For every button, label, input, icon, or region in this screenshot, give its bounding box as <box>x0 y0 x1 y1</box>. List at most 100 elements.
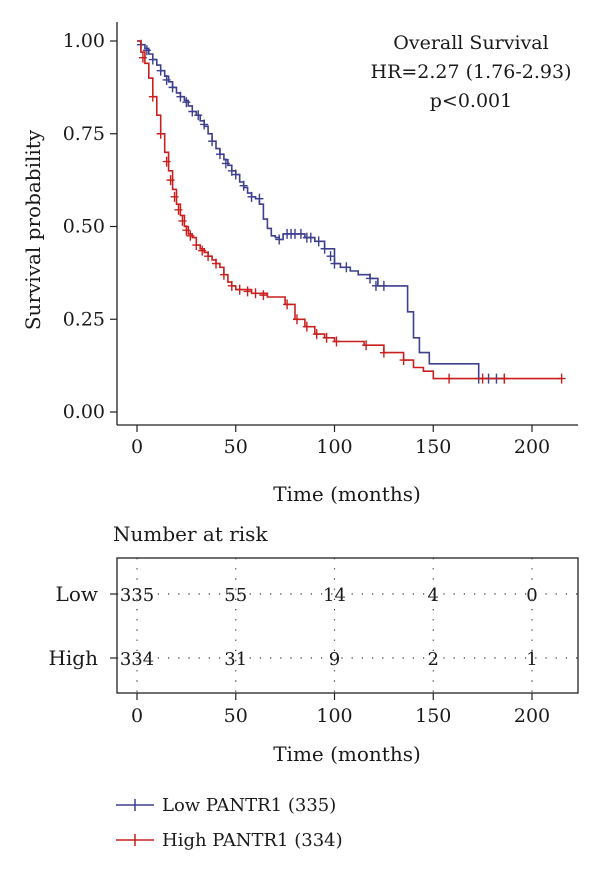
y-axis-title: Survival probability <box>21 129 45 330</box>
censor-mark-low <box>320 243 329 254</box>
censor-mark-high <box>557 373 566 384</box>
censor-mark-low <box>366 273 375 284</box>
x-tick-label: 0 <box>131 436 143 458</box>
censor-mark-high <box>235 284 244 295</box>
censor-mark-low <box>296 228 305 239</box>
x-axis-title: Time (months) <box>273 482 421 506</box>
y-tick-label: 0.75 <box>63 123 105 145</box>
censor-mark-high <box>138 52 147 63</box>
censor-mark-low <box>275 234 284 245</box>
legend-label: Low PANTR1 (335) <box>162 795 336 816</box>
censor-mark-high <box>379 347 388 358</box>
censor-mark-low <box>326 251 335 262</box>
censor-mark-high <box>156 128 165 139</box>
censor-mark-low <box>168 82 177 93</box>
risk-value-high: 334 <box>120 649 154 670</box>
legend-entry-low: Low PANTR1 (335) <box>116 795 336 816</box>
chart-legend: Low PANTR1 (335) High PANTR1 (334) <box>116 795 343 851</box>
y-tick-label: 0.00 <box>63 401 105 423</box>
censor-mark-high <box>362 340 371 351</box>
x-tick-label: 150 <box>415 436 451 458</box>
risk-table-grid <box>117 558 578 693</box>
x-tick-label: 50 <box>224 436 248 458</box>
censor-mark-low <box>194 110 203 121</box>
censor-mark-low <box>306 232 315 243</box>
censor-mark-low <box>239 180 248 191</box>
risk-row-label-low: Low <box>56 582 98 606</box>
censor-mark-high <box>166 175 175 186</box>
risk-table-frame <box>116 557 579 694</box>
risk-table-x-ticks: 0 50 100 150 200 <box>131 693 550 727</box>
risk-value-low: 55 <box>224 585 247 606</box>
censor-mark-low <box>148 54 157 65</box>
censor-mark-high <box>178 215 187 226</box>
censor-mark-low <box>208 136 217 147</box>
y-tick-label: 0.50 <box>63 216 105 238</box>
risk-x-tick-label: 0 <box>131 705 143 727</box>
censor-mark-low <box>176 91 185 102</box>
risk-value-low: 335 <box>120 585 154 606</box>
censor-mark-low <box>330 258 339 269</box>
censor-mark-high <box>243 286 252 297</box>
censor-mark-high <box>399 355 408 366</box>
risk-value-high: 1 <box>526 649 537 670</box>
risk-row-label-high: High <box>48 646 98 670</box>
legend-label: High PANTR1 (334) <box>162 830 343 851</box>
censor-mark-low <box>162 74 171 85</box>
censor-mark-low <box>314 236 323 247</box>
risk-x-tick-label: 200 <box>514 705 550 727</box>
annotation-title: Overall Survival <box>393 32 548 54</box>
censor-mark-high <box>192 240 201 251</box>
censor-mark-high <box>227 280 236 291</box>
censor-mark-low <box>200 119 209 130</box>
censor-mark-high <box>204 251 213 262</box>
risk-table-title: Number at risk <box>113 522 268 546</box>
risk-value-high: 31 <box>224 649 247 670</box>
censor-mark-low <box>188 106 197 117</box>
risk-x-tick-label: 150 <box>415 705 451 727</box>
censor-mark-low <box>379 280 388 291</box>
censor-mark-low <box>142 45 151 56</box>
x-tick-label: 200 <box>514 436 550 458</box>
censor-mark-low <box>247 191 256 202</box>
censor-mark-high <box>162 156 171 167</box>
censor-mark-high <box>292 314 301 325</box>
censor-mark-low <box>231 169 240 180</box>
censor-mark-low <box>342 262 351 273</box>
risk-x-tick-label: 100 <box>316 705 352 727</box>
risk-value-low: 0 <box>526 585 537 606</box>
censor-mark-high <box>198 245 207 256</box>
censor-mark-high <box>312 329 321 340</box>
main-axes <box>116 22 578 426</box>
legend-entry-high: High PANTR1 (334) <box>116 830 343 851</box>
censor-mark-high <box>182 225 191 236</box>
censor-mark-high <box>170 191 179 202</box>
censor-mark-high <box>322 332 331 343</box>
censor-mark-low <box>182 97 191 108</box>
y-tick-label: 0.25 <box>63 308 105 330</box>
censor-mark-high <box>219 269 228 280</box>
censor-mark-low <box>221 158 230 169</box>
y-axis-ticks: 0.00 0.25 0.50 0.75 1.00 <box>63 30 117 423</box>
censor-mark-high <box>283 299 292 310</box>
censor-mark-low <box>371 280 380 291</box>
risk-x-tick-label: 50 <box>224 705 248 727</box>
x-axis-ticks: 0 50 100 150 200 <box>131 425 550 458</box>
risk-table-rows: Low 335 55 14 4 0 High 334 31 9 2 1 <box>48 582 537 670</box>
censor-mark-high <box>302 321 311 332</box>
censor-mark-low <box>255 193 264 204</box>
censor-mark-high <box>332 336 341 347</box>
survival-curves <box>136 39 566 384</box>
annotation-hazard-ratio: HR=2.27 (1.76-2.93) <box>371 61 572 83</box>
risk-value-low: 14 <box>323 585 346 606</box>
censor-mark-high <box>212 258 220 269</box>
censor-mark-high <box>148 91 157 102</box>
censor-mark-high <box>174 204 183 215</box>
risk-value-low: 4 <box>428 585 439 606</box>
annotation-p-value: p<0.001 <box>430 90 512 112</box>
risk-value-high: 2 <box>428 649 439 670</box>
censor-mark-high <box>259 290 268 301</box>
censor-mark-high <box>478 373 487 384</box>
